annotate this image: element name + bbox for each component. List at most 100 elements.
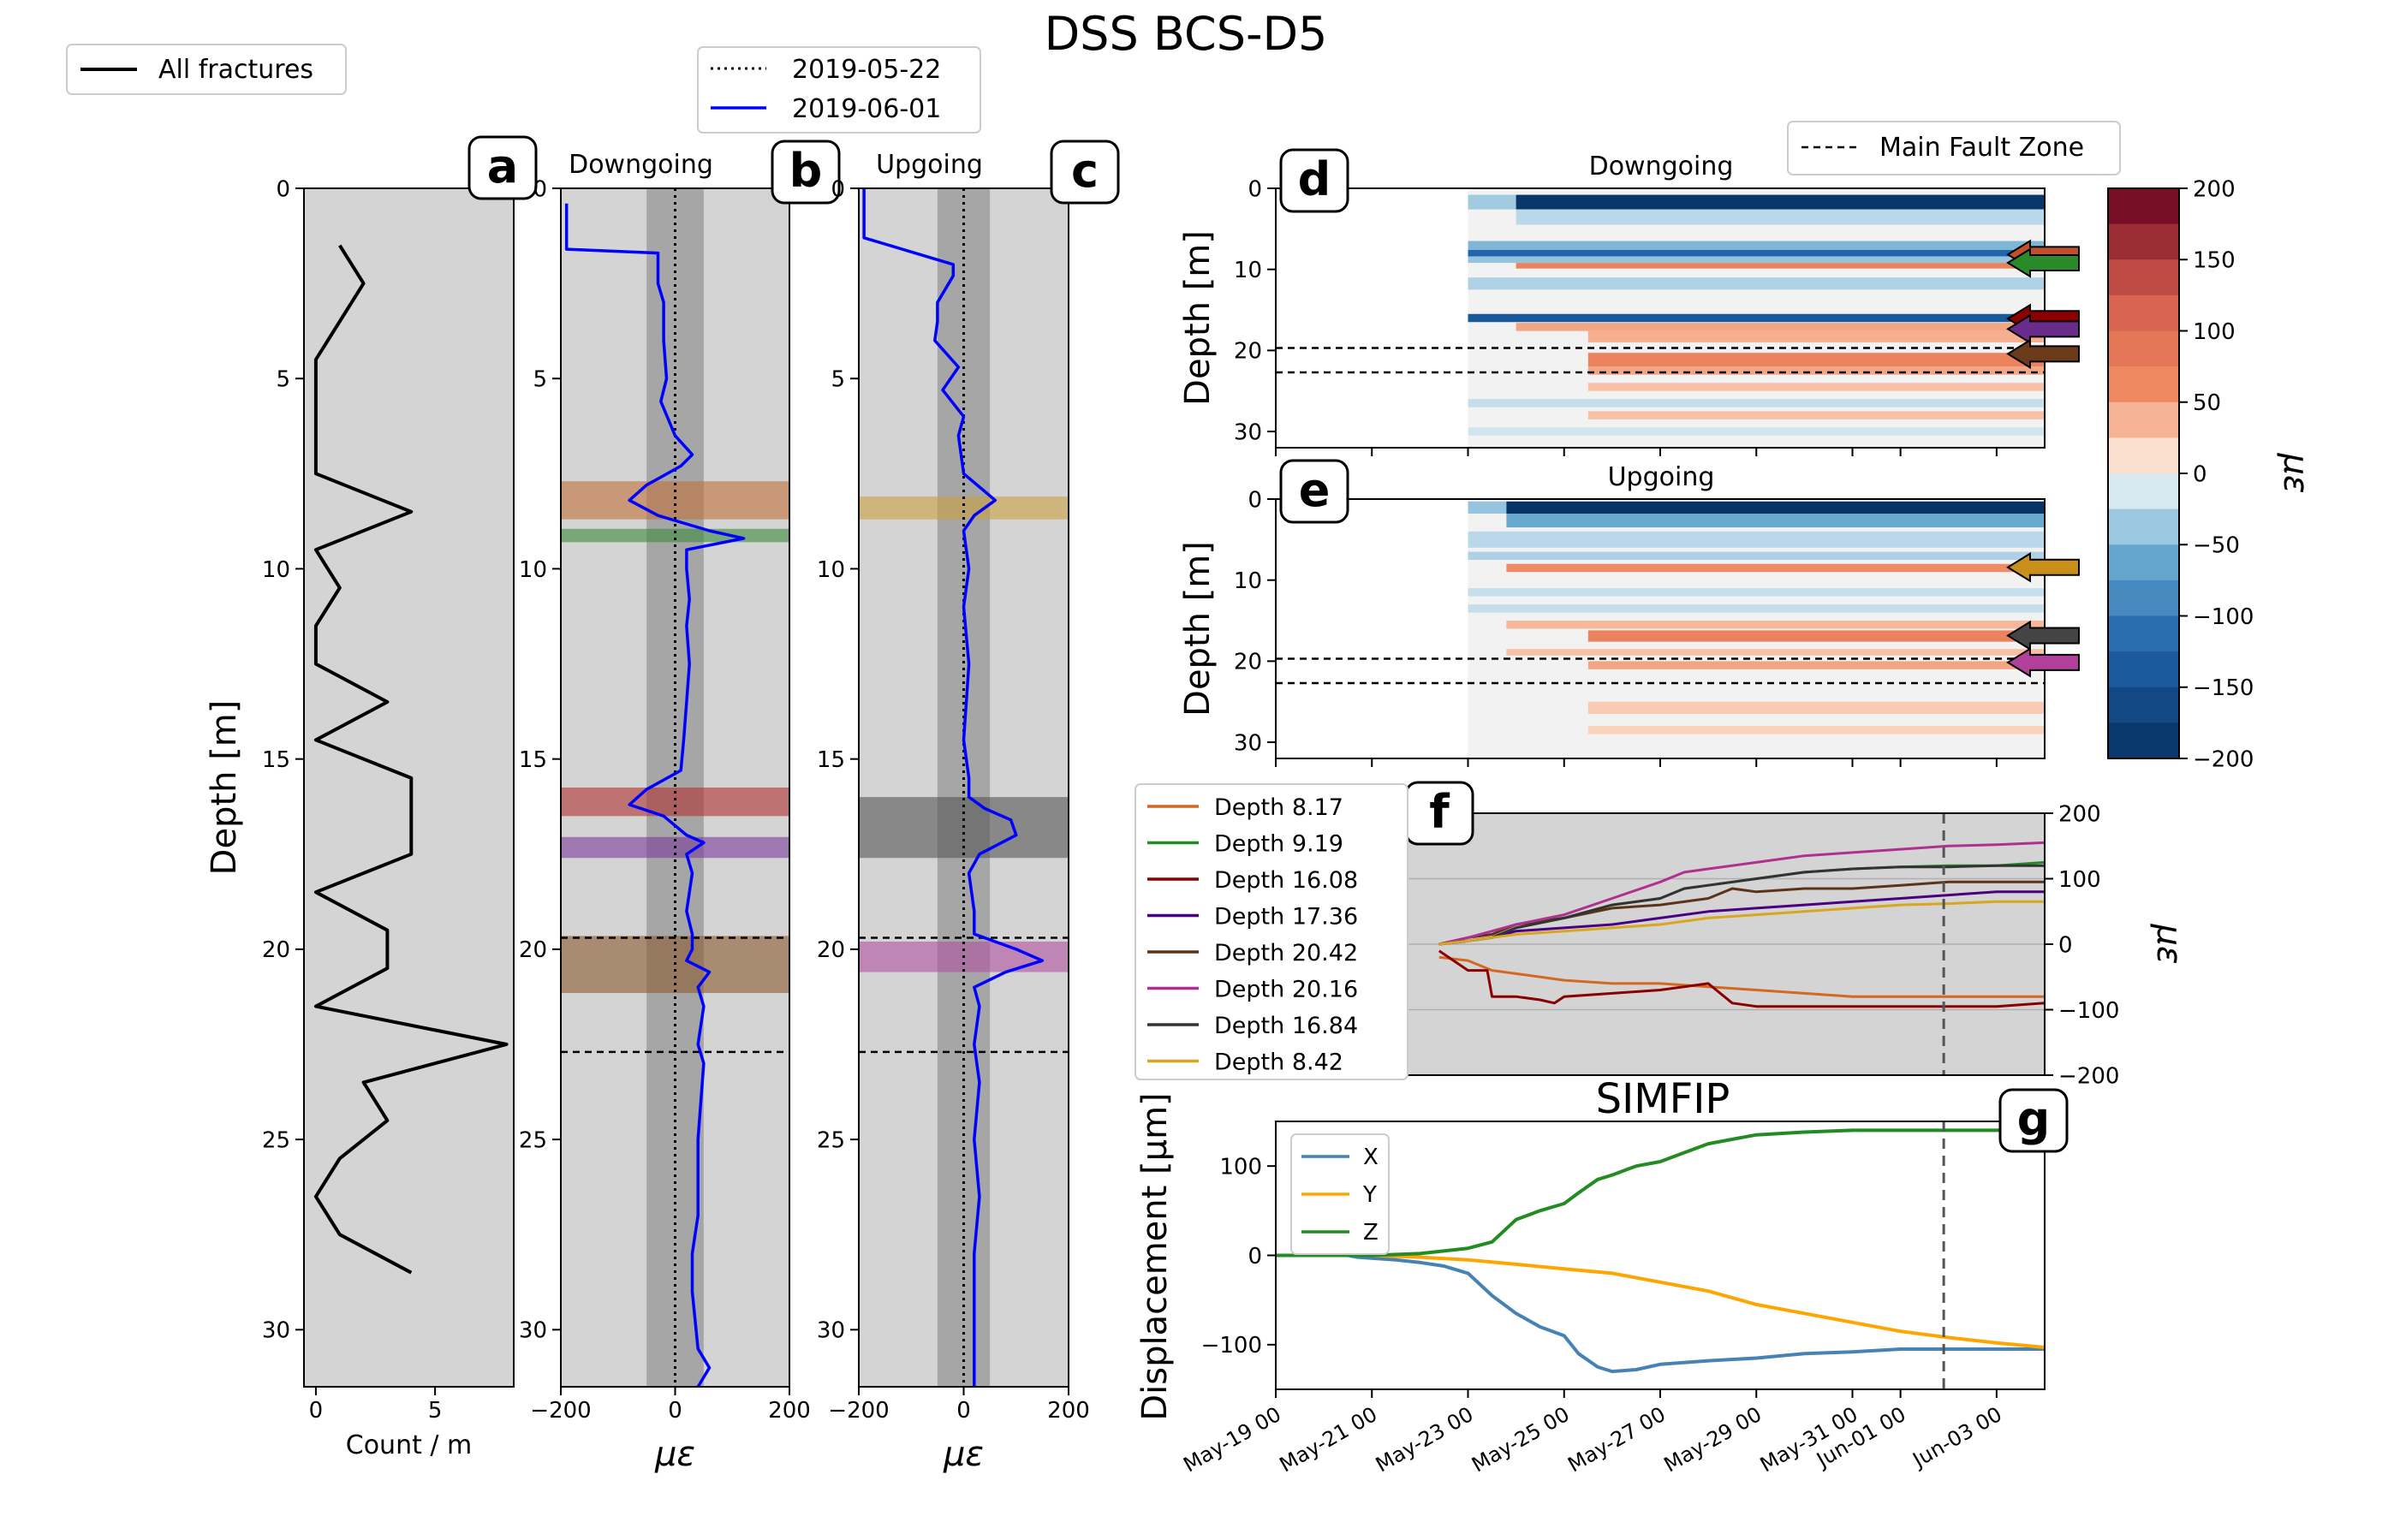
colorbar-segment	[2108, 223, 2179, 260]
strain-series-f	[1438, 949, 2046, 1008]
x-tick-label-a: 5	[428, 1398, 443, 1424]
colorbar-segment	[2108, 188, 2179, 225]
y-tick-label-colorbar: 200	[2193, 176, 2236, 202]
y-label-d: Depth [m]	[1178, 230, 1218, 406]
legend-fault	[1787, 121, 2121, 175]
legend-f-label: Depth 20.16	[1214, 977, 1358, 1003]
y-tick-label-f: 0	[2058, 932, 2073, 958]
legend-label-date1: 2019-05-22	[792, 55, 941, 85]
y-tick-label-c: 20	[817, 937, 845, 963]
y-tick-label-f: −100	[2058, 998, 2119, 1024]
y-tick-label-c: 15	[817, 747, 845, 773]
y-tick-label-f: 200	[2058, 801, 2101, 827]
legend-f	[1134, 783, 1408, 1080]
panel-letter-box-e	[1279, 459, 1349, 524]
panel-c: 0 5 10 15 20 25 30 −200 0 200 με Upgoing c	[817, 140, 1120, 1474]
strain-series-f	[1438, 864, 2045, 946]
y-tick-label-f: 100	[2058, 867, 2101, 893]
heatmap-layer-d	[1468, 241, 2045, 250]
plots: 0 5 10 15 20 25 30 0 5 Count / m Depth [m] a All fra…	[66, 44, 2315, 1478]
colorbar-segment	[2108, 544, 2179, 581]
colorbar-segment	[2108, 366, 2179, 403]
heatmap-layer-d	[1516, 209, 2045, 225]
depth-arrow-d	[2006, 247, 2080, 278]
y-tick-label-a: 10	[262, 557, 290, 583]
heatmap-layer-d	[1468, 427, 2045, 436]
legend-f-label: Depth 8.42	[1214, 1049, 1343, 1076]
heatmap-layer-e	[1468, 551, 2045, 561]
x-tick-label-b: −200	[530, 1398, 591, 1424]
x-tick-label-b: 0	[668, 1398, 682, 1424]
y-tick-label-colorbar: −100	[2193, 604, 2254, 630]
heatmap-layer-d	[1468, 277, 2045, 290]
panel-letter-box-g	[1998, 1088, 2069, 1153]
heatmap-layer-d	[1468, 249, 2045, 257]
heatmap-layer-e	[1587, 701, 2045, 714]
highlight-band-b	[561, 481, 789, 520]
displacement-series-g	[1276, 1253, 2046, 1349]
heatmap-layer-d	[1587, 366, 2045, 375]
y-tick-label-b: 0	[533, 176, 547, 202]
legend-f-label: Depth 17.36	[1214, 904, 1358, 931]
y-tick-label-a: 15	[262, 747, 290, 773]
legend-a	[66, 44, 347, 95]
panel-letter-c: c	[1071, 144, 1099, 198]
x-label-b: με	[654, 1435, 695, 1474]
frame-a	[303, 187, 515, 1388]
panel-letter-b: b	[789, 144, 823, 198]
plot-area-a	[304, 188, 514, 1387]
y-tick-label-colorbar: 150	[2193, 248, 2236, 274]
y-tick-label-b: 5	[533, 367, 547, 393]
heatmap-layer-e	[1506, 649, 2045, 656]
strain-line-b	[564, 203, 746, 1388]
legend-g-label: Y	[1362, 1182, 1377, 1208]
depth-arrow-d	[2006, 338, 2080, 370]
y-tick-label-g: 0	[1248, 1244, 1262, 1269]
heatmap-layer-d	[1587, 383, 2045, 391]
title-c: Upgoing	[876, 150, 983, 180]
y-tick-label-f: −200	[2058, 1063, 2119, 1089]
x-label-c: με	[943, 1435, 984, 1474]
colorbar-segment	[2108, 615, 2179, 652]
legend-f-label: Depth 20.42	[1214, 940, 1358, 966]
legend-f-label: Depth 9.19	[1214, 831, 1343, 858]
strain-series-f	[1438, 955, 2045, 998]
fracture-count-line	[313, 244, 509, 1275]
legend-g-label: X	[1363, 1145, 1379, 1170]
heatmap-layer-e	[1506, 514, 2045, 528]
y-tick-label-a: 25	[262, 1127, 290, 1153]
y-tick-label-b: 15	[519, 747, 547, 773]
y-tick-label-g: 100	[1219, 1155, 1262, 1180]
panel-letter-a: a	[487, 140, 518, 193]
heatmap-layer-e	[1468, 588, 2045, 597]
colorbar-label: με	[2276, 452, 2315, 493]
x-tick-label-g: May-25 00	[1468, 1402, 1574, 1478]
y-tick-label-b: 20	[519, 937, 547, 963]
heatmap-layer-d	[1468, 313, 2045, 323]
panel-letter-box-a	[467, 135, 538, 200]
colorbar-segment	[2108, 687, 2179, 723]
panel-letter-d: d	[1298, 152, 1331, 206]
y-tick-label-d: 0	[1248, 176, 1262, 202]
y-tick-label-d: 30	[1234, 419, 1262, 445]
y-tick-label-b: 30	[519, 1318, 547, 1344]
heatmap-layer-d	[1516, 323, 2045, 331]
y-tick-label-e: 20	[1234, 650, 1262, 675]
heatmap-layer-e	[1587, 630, 2045, 642]
heatmap-layer-d	[1587, 353, 2045, 367]
x-tick-label-a: 0	[309, 1398, 324, 1424]
colorbar-segment	[2108, 330, 2179, 367]
title-e: Upgoing	[1608, 462, 1715, 492]
colorbar-segment	[2108, 473, 2179, 510]
legend-f-label: Depth 16.84	[1214, 1013, 1358, 1039]
title-d: Downgoing	[1589, 152, 1734, 181]
x-tick-label-c: 200	[1047, 1398, 1090, 1424]
x-tick-label-g: May-19 00	[1179, 1402, 1285, 1478]
y-tick-label-colorbar: −200	[2193, 746, 2254, 772]
displacement-series-g	[1276, 1253, 2045, 1374]
heatmap-layer-e	[1506, 563, 2045, 573]
colorbar: 200 150 100 50 0 −50 −100 −150 −200 με	[2107, 176, 2315, 772]
x-tick-label-g: May-21 00	[1276, 1402, 1382, 1478]
